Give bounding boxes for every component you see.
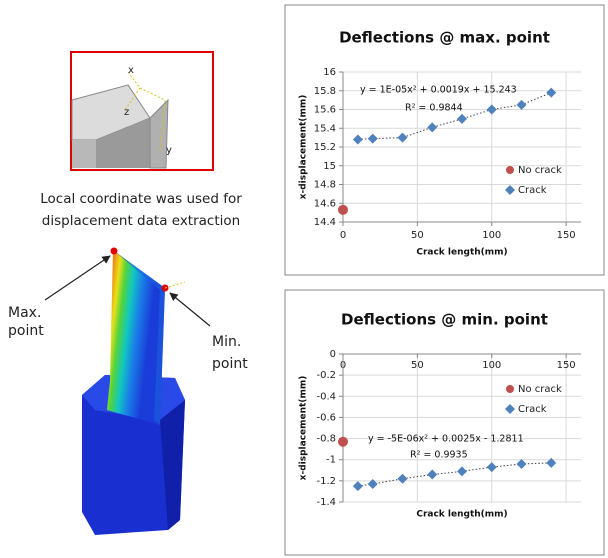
x-tick-label: 50 [411,360,424,371]
inset-axis: y [166,145,172,156]
y-axis-label: x-displacement(mm) [299,376,309,481]
y-tick-label: 15.4 [314,123,336,134]
max-label: Max. [8,305,41,321]
y-tick-label: 15.2 [314,142,336,153]
y-tick-label: 14.6 [314,198,336,209]
inset: x z y [71,52,213,170]
x-axis-label: Crack length(mm) [416,248,507,258]
legend-label: Crack [518,404,547,415]
y-tick-label: -0.8 [316,434,336,445]
x-tick-label: 150 [557,230,576,241]
point [338,205,348,215]
min-label: point [212,356,248,372]
trend-equation: R² = 0.9935 [410,450,468,461]
y-tick-label: 14.4 [314,217,336,228]
x-axis-label: Crack length(mm) [416,510,507,520]
y-tick-label: 16 [323,67,336,78]
y-tick-label: 0 [330,349,336,360]
chart-title: Deflections @ min. point [341,311,548,329]
legend-marker [506,385,514,393]
trend-equation: R² = 0.9844 [405,103,463,114]
y-tick-label: -0.2 [316,370,336,381]
caption: Local coordinate was used for [40,191,242,207]
figure: x z y Local coordinate was used for disp… [0,0,608,558]
y-tick-label: -1.2 [316,476,336,487]
caption: displacement data extraction [42,213,240,229]
x-tick-label: 100 [482,360,501,371]
y-tick-label: 14.8 [314,180,336,191]
legend-label: No crack [518,165,562,176]
x-tick-label: 50 [411,230,424,241]
chart-title: Deflections @ max. point [339,29,550,47]
y-tick-label: 15.6 [314,105,336,116]
point [338,437,348,447]
max-label: point [8,323,44,339]
trend-equation: y = -5E-06x² + 0.0025x - 1.2811 [368,434,524,445]
y-tick-label: -0.6 [316,412,336,423]
trend-equation: y = 1E-05x² + 0.0019x + 15.243 [360,85,517,96]
legend-label: No crack [518,384,562,395]
inset-axis: x [128,65,134,76]
min-label: Min. [212,334,241,350]
y-tick-label: -0.4 [316,391,336,402]
inset-axis: z [124,107,129,118]
y-tick-label: -1.4 [316,497,336,508]
y-axis-label: x-displacement(mm) [299,95,309,200]
y-tick-label: 15.8 [314,86,336,97]
x-tick-label: 150 [557,360,576,371]
blade-model [82,248,185,536]
y-tick-label: -1 [326,455,336,466]
y-tick-label: 15 [323,161,336,172]
legend-label: Crack [518,185,547,196]
x-tick-label: 0 [340,230,346,241]
legend-marker [506,166,514,174]
x-tick-label: 100 [482,230,501,241]
